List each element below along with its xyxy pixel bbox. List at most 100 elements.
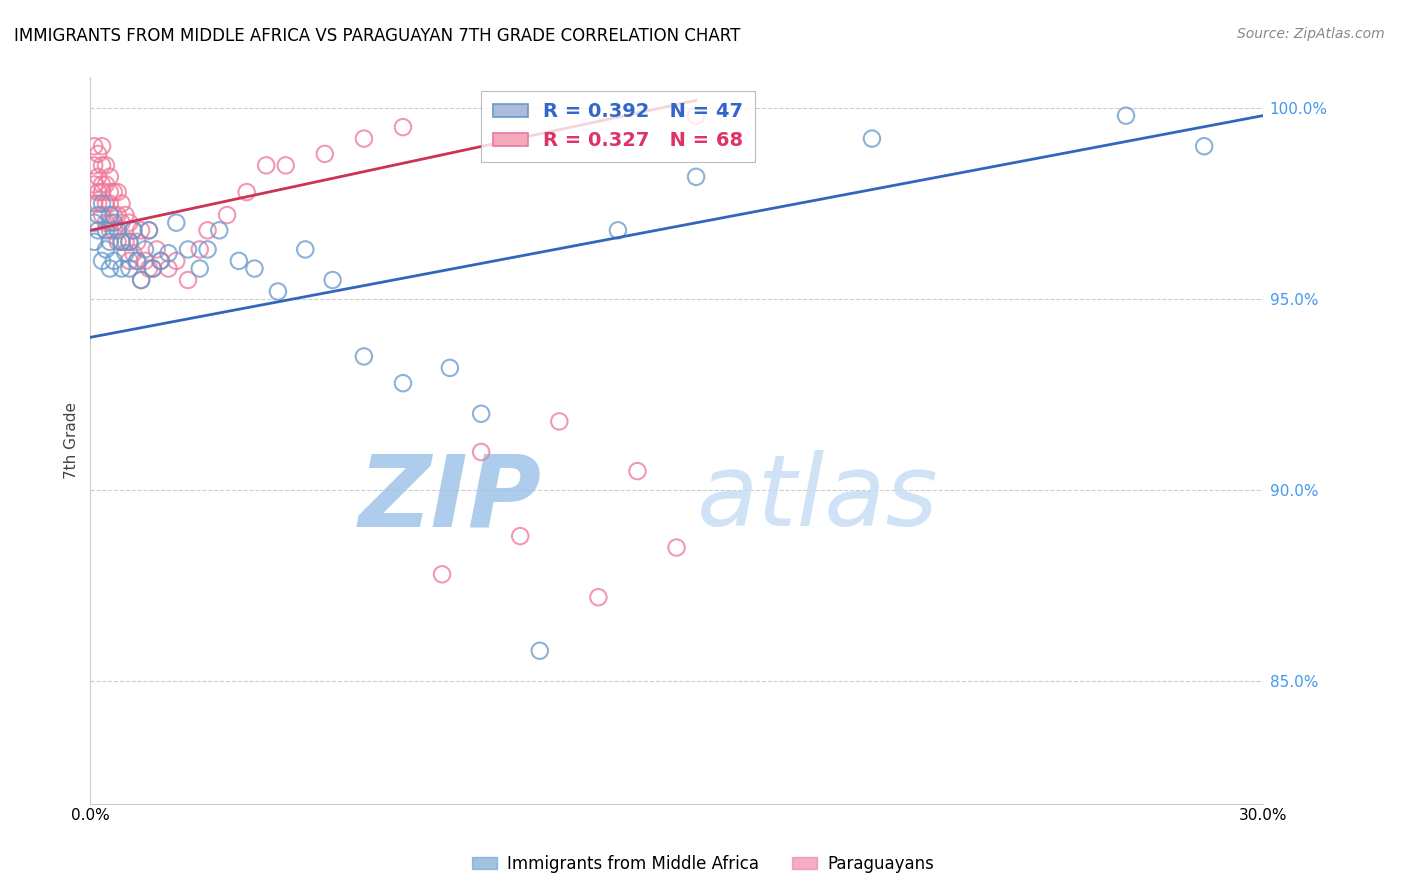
Point — [165, 216, 187, 230]
Point — [98, 169, 121, 184]
Point — [127, 253, 149, 268]
Point — [470, 445, 492, 459]
Point — [274, 158, 297, 172]
Point — [129, 273, 152, 287]
Point — [94, 243, 117, 257]
Point — [83, 196, 105, 211]
Point — [208, 223, 231, 237]
Point — [470, 407, 492, 421]
Point — [114, 246, 136, 260]
Point — [94, 178, 117, 192]
Point — [98, 235, 121, 249]
Point — [157, 261, 180, 276]
Point — [149, 253, 172, 268]
Point — [509, 529, 531, 543]
Point — [118, 253, 141, 268]
Point — [138, 261, 160, 276]
Point — [430, 567, 453, 582]
Point — [322, 273, 344, 287]
Point — [87, 208, 110, 222]
Point — [114, 208, 136, 222]
Point — [235, 185, 257, 199]
Point — [98, 185, 121, 199]
Point — [118, 235, 141, 249]
Point — [107, 235, 129, 249]
Point — [87, 196, 110, 211]
Point — [110, 216, 132, 230]
Point — [110, 235, 132, 249]
Point — [149, 253, 172, 268]
Point — [91, 208, 114, 222]
Point — [134, 253, 156, 268]
Point — [98, 223, 121, 237]
Point — [83, 158, 105, 172]
Point — [157, 246, 180, 260]
Point — [228, 253, 250, 268]
Point — [107, 223, 129, 237]
Y-axis label: 7th Grade: 7th Grade — [65, 402, 79, 479]
Point — [254, 158, 277, 172]
Text: ZIP: ZIP — [359, 450, 541, 547]
Point — [129, 223, 152, 237]
Point — [83, 235, 105, 249]
Point — [1192, 139, 1215, 153]
Text: Source: ZipAtlas.com: Source: ZipAtlas.com — [1237, 27, 1385, 41]
Text: IMMIGRANTS FROM MIDDLE AFRICA VS PARAGUAYAN 7TH GRADE CORRELATION CHART: IMMIGRANTS FROM MIDDLE AFRICA VS PARAGUA… — [14, 27, 741, 45]
Point — [110, 261, 132, 276]
Point — [87, 169, 110, 184]
Point — [314, 147, 336, 161]
Point — [98, 261, 121, 276]
Point — [127, 235, 149, 249]
Point — [685, 169, 707, 184]
Point — [138, 223, 160, 237]
Legend: Immigrants from Middle Africa, Paraguayans: Immigrants from Middle Africa, Paraguaya… — [465, 848, 941, 880]
Point — [103, 216, 125, 230]
Point — [217, 208, 239, 222]
Point — [129, 273, 152, 287]
Point — [91, 178, 114, 192]
Point — [94, 196, 117, 211]
Point — [110, 196, 132, 211]
Point — [529, 644, 551, 658]
Point — [91, 158, 114, 172]
Point — [267, 285, 290, 299]
Point — [122, 223, 145, 237]
Point — [122, 223, 145, 237]
Point — [122, 246, 145, 260]
Point — [439, 360, 461, 375]
Point — [606, 223, 628, 237]
Point — [145, 243, 167, 257]
Point — [243, 261, 266, 276]
Point — [103, 208, 125, 222]
Point — [197, 243, 219, 257]
Point — [1115, 109, 1137, 123]
Point — [138, 223, 160, 237]
Point — [98, 208, 121, 222]
Point — [91, 253, 114, 268]
Point — [860, 131, 883, 145]
Point — [626, 464, 648, 478]
Point — [142, 261, 165, 276]
Point — [127, 253, 149, 268]
Point — [588, 591, 610, 605]
Legend: R = 0.392   N = 47, R = 0.327   N = 68: R = 0.392 N = 47, R = 0.327 N = 68 — [481, 91, 755, 161]
Point — [83, 216, 105, 230]
Point — [87, 223, 110, 237]
Point — [94, 223, 117, 237]
Point — [392, 120, 415, 135]
Point — [110, 235, 132, 249]
Point — [94, 158, 117, 172]
Point — [91, 196, 114, 211]
Point — [177, 273, 200, 287]
Point — [98, 216, 121, 230]
Point — [165, 253, 187, 268]
Point — [118, 216, 141, 230]
Point — [392, 376, 415, 391]
Point — [98, 196, 121, 211]
Point — [134, 243, 156, 257]
Point — [188, 261, 211, 276]
Point — [103, 223, 125, 237]
Point — [103, 185, 125, 199]
Point — [353, 350, 375, 364]
Point — [197, 223, 219, 237]
